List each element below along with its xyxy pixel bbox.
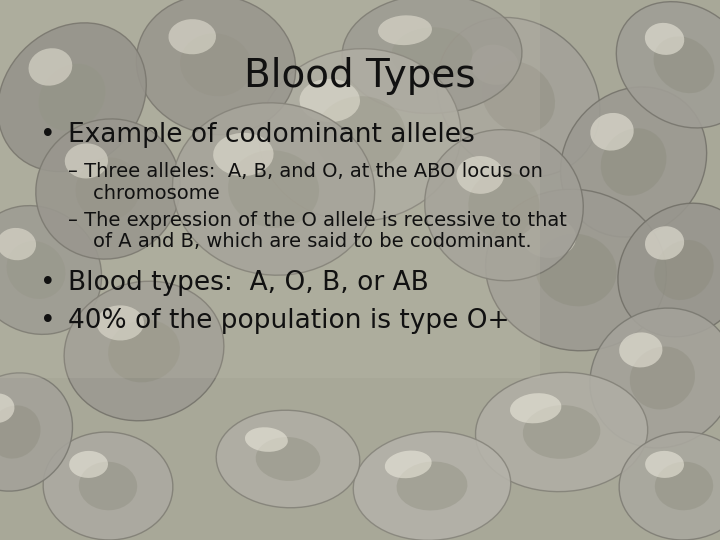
Ellipse shape <box>536 234 616 306</box>
Ellipse shape <box>654 36 714 93</box>
Ellipse shape <box>645 226 684 260</box>
Ellipse shape <box>425 130 583 281</box>
Ellipse shape <box>0 206 102 334</box>
Ellipse shape <box>645 451 684 478</box>
Ellipse shape <box>456 156 504 194</box>
Ellipse shape <box>392 27 472 81</box>
Ellipse shape <box>300 79 360 122</box>
Ellipse shape <box>485 189 667 351</box>
Text: of A and B, which are said to be codominant.: of A and B, which are said to be codomin… <box>68 232 532 251</box>
Ellipse shape <box>315 96 405 174</box>
Ellipse shape <box>471 45 518 85</box>
Ellipse shape <box>0 23 146 172</box>
Ellipse shape <box>437 17 600 177</box>
Ellipse shape <box>64 281 224 421</box>
Ellipse shape <box>6 241 66 299</box>
Ellipse shape <box>256 437 320 481</box>
Ellipse shape <box>245 427 288 452</box>
Ellipse shape <box>619 432 720 540</box>
Bar <box>0 0 540 378</box>
Ellipse shape <box>69 451 108 478</box>
Ellipse shape <box>96 305 144 341</box>
Ellipse shape <box>0 373 73 491</box>
Ellipse shape <box>65 144 108 178</box>
Text: •: • <box>40 308 55 334</box>
Ellipse shape <box>378 15 432 45</box>
Ellipse shape <box>173 103 374 275</box>
Ellipse shape <box>342 0 522 113</box>
Ellipse shape <box>522 217 576 258</box>
Text: chromosome: chromosome <box>68 184 220 202</box>
Ellipse shape <box>654 240 714 300</box>
Ellipse shape <box>616 2 720 128</box>
Text: Blood types:  A, O, B, or AB: Blood types: A, O, B, or AB <box>68 270 429 296</box>
Ellipse shape <box>216 410 360 508</box>
Ellipse shape <box>39 64 105 131</box>
Ellipse shape <box>108 320 180 382</box>
Ellipse shape <box>482 62 555 133</box>
Ellipse shape <box>29 48 72 86</box>
Ellipse shape <box>510 393 562 423</box>
Ellipse shape <box>654 462 714 510</box>
Text: •: • <box>40 122 55 147</box>
Ellipse shape <box>468 171 540 239</box>
Ellipse shape <box>397 462 467 510</box>
Ellipse shape <box>645 23 684 55</box>
Text: – Three alleles:  A, B, and O, at the ABO locus on: – Three alleles: A, B, and O, at the ABO… <box>68 162 544 181</box>
Ellipse shape <box>590 113 634 151</box>
Ellipse shape <box>78 462 138 510</box>
Ellipse shape <box>354 431 510 540</box>
Text: 40% of the population is type O+: 40% of the population is type O+ <box>68 308 510 334</box>
Ellipse shape <box>180 33 252 96</box>
Text: Blood Types: Blood Types <box>244 57 476 94</box>
Ellipse shape <box>590 308 720 448</box>
Text: Example of codominant alleles: Example of codominant alleles <box>68 122 475 147</box>
Ellipse shape <box>36 119 180 259</box>
Ellipse shape <box>43 432 173 540</box>
Ellipse shape <box>523 405 600 459</box>
Ellipse shape <box>76 158 140 220</box>
Ellipse shape <box>618 203 720 337</box>
Ellipse shape <box>561 87 706 237</box>
Ellipse shape <box>630 347 695 409</box>
Ellipse shape <box>619 333 662 367</box>
Text: – The expression of the O allele is recessive to that: – The expression of the O allele is rece… <box>68 211 567 229</box>
Ellipse shape <box>228 150 319 228</box>
Ellipse shape <box>0 228 36 260</box>
Ellipse shape <box>0 406 40 458</box>
Ellipse shape <box>475 373 648 491</box>
Ellipse shape <box>0 394 14 423</box>
Ellipse shape <box>168 19 216 55</box>
Ellipse shape <box>600 128 667 196</box>
Ellipse shape <box>259 49 461 221</box>
Ellipse shape <box>384 450 432 478</box>
Text: •: • <box>40 270 55 296</box>
Ellipse shape <box>136 0 296 134</box>
Ellipse shape <box>213 133 274 176</box>
